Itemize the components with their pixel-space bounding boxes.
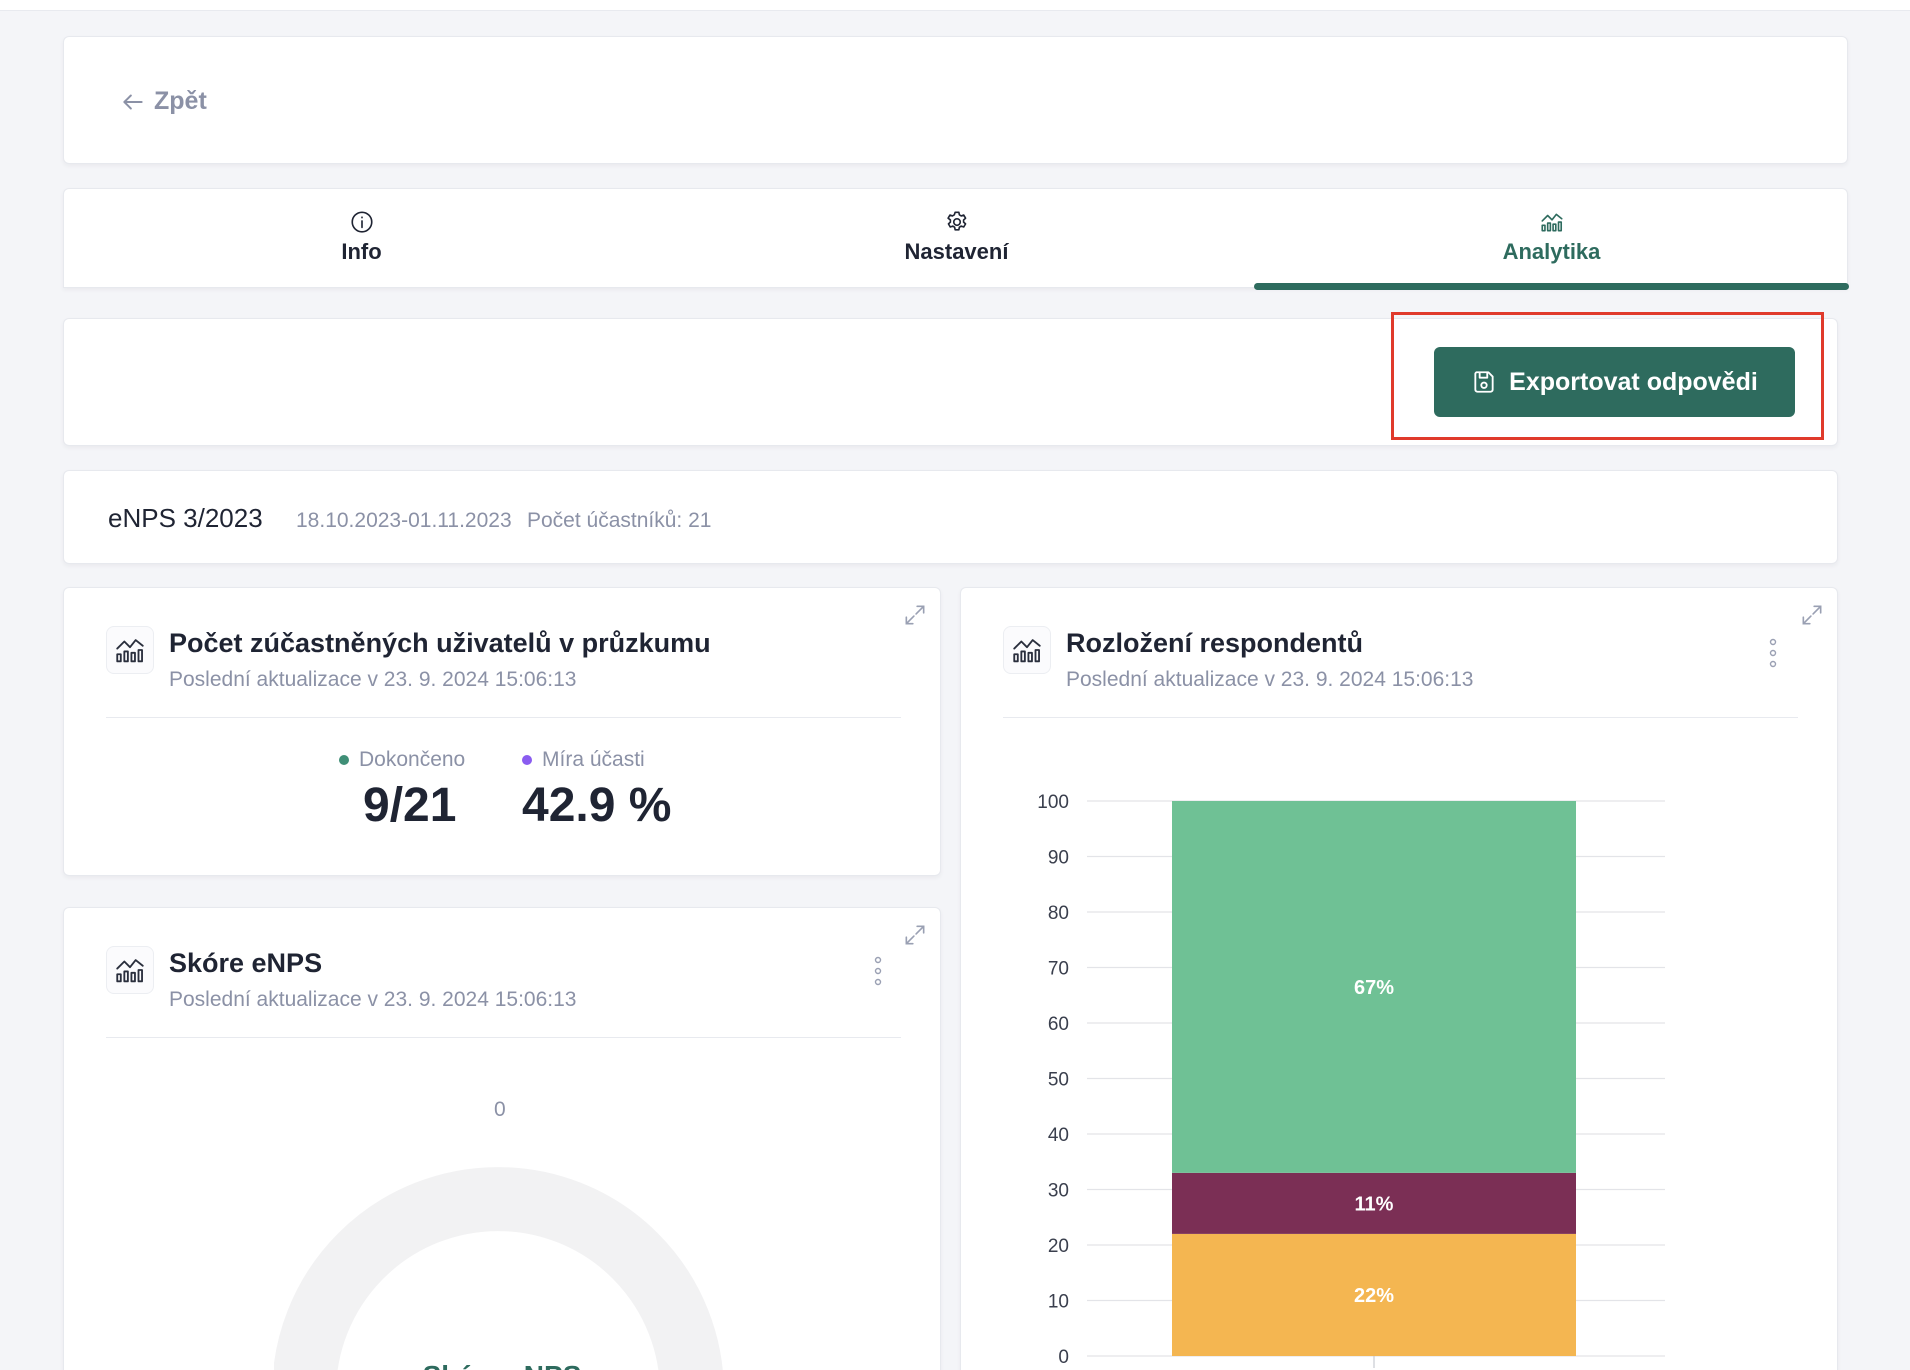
widget-title: Počet zúčastněných uživatelů v průzkumu: [169, 628, 711, 658]
kebab-menu-icon[interactable]: [1768, 638, 1778, 668]
expand-icon[interactable]: [902, 602, 928, 628]
bar-data-label: 67%: [1354, 977, 1394, 999]
back-label: Zpět: [154, 87, 207, 115]
survey-name: eNPS 3/2023: [108, 503, 263, 533]
export-answers-button[interactable]: Exportovat odpovědi: [1434, 347, 1795, 417]
back-link[interactable]: Zpět: [120, 87, 207, 116]
y-tick-label: 30: [1048, 1181, 1069, 1202]
legend-dot: [339, 755, 349, 765]
tab-bar: Info Nastavení Analytika: [63, 188, 1849, 290]
gauge-center-label: Skóre eNPS: [423, 1360, 582, 1370]
widget-title: Rozložení respondentů: [1066, 628, 1363, 658]
y-tick-label: 20: [1048, 1236, 1069, 1257]
tab-settings-label: Nastavení: [904, 239, 1009, 264]
y-tick-label: 50: [1048, 1070, 1069, 1091]
survey-dates: 18.10.2023-01.11.2023: [296, 509, 512, 532]
legend-dot: [522, 755, 532, 765]
tab-info[interactable]: Info: [64, 189, 659, 289]
save-icon: [1474, 371, 1494, 393]
kpi-participation-rate: Míra účasti 42.9 %: [522, 748, 671, 833]
analytics-icon: [1540, 213, 1563, 232]
y-tick-label: 90: [1048, 848, 1069, 869]
enps-widget: Skóre eNPS Poslední aktualizace v 23. 9.…: [63, 907, 941, 1370]
widget-divider: [106, 1037, 901, 1038]
kpi-completed-label: Dokončeno: [359, 748, 466, 771]
kpi-rate-value: 42.9 %: [522, 779, 672, 832]
bar-segment: [1172, 1172, 1576, 1234]
top-bar: [0, 0, 1910, 11]
info-icon: [350, 211, 373, 233]
back-card: Zpět: [63, 36, 1848, 164]
kpi-completed-value: 9/21: [363, 779, 457, 832]
export-label: Exportovat odpovědi: [1509, 367, 1758, 396]
y-tick-label: 40: [1048, 1125, 1069, 1146]
tab-info-label: Info: [341, 239, 382, 264]
gear-icon: [946, 211, 966, 231]
survey-info: eNPS 3/2023 18.10.2023-01.11.2023 Počet …: [63, 470, 1838, 564]
y-tick-label: 70: [1048, 959, 1069, 980]
arrow-left-icon: [123, 94, 143, 109]
y-tick-label: 60: [1048, 1014, 1069, 1035]
gauge-chart: Skóre eNPS: [274, 1167, 723, 1370]
widget-title: Skóre eNPS: [169, 948, 323, 978]
chart-icon: [106, 946, 154, 994]
widget-divider: [1003, 717, 1798, 718]
y-tick-label: 0: [1058, 1347, 1069, 1368]
expand-icon[interactable]: [1799, 602, 1825, 628]
distribution-chart: 0 10 20 30 40 50 60 70 80 90 100 22% 11% 67%: [1037, 792, 1665, 1368]
distribution-widget: Rozložení respondentů Poslední aktualiza…: [960, 587, 1838, 1370]
survey-participants: Počet účastníků: 21: [527, 509, 712, 532]
widget-updated: Poslední aktualizace v 23. 9. 2024 15:06…: [1066, 668, 1474, 691]
tab-analytics[interactable]: Analytika: [1254, 189, 1849, 290]
widget-divider: [106, 717, 901, 718]
bar-data-label: 22%: [1354, 1285, 1394, 1307]
tab-analytics-label: Analytika: [1502, 239, 1601, 264]
kebab-menu-icon[interactable]: [873, 956, 883, 986]
expand-icon[interactable]: [902, 922, 928, 948]
widget-updated: Poslední aktualizace v 23. 9. 2024 15:06…: [169, 988, 577, 1011]
gauge-value: 0: [494, 1098, 506, 1121]
chart-icon: [1003, 626, 1051, 674]
kpi-rate-label: Míra účasti: [542, 748, 645, 771]
y-tick-label: 10: [1048, 1292, 1069, 1313]
bar-segment: [1172, 801, 1576, 1173]
bar-data-label: 11%: [1355, 1193, 1394, 1215]
kpi-completed: Dokončeno 9/21: [339, 748, 465, 833]
widget-updated: Poslední aktualizace v 23. 9. 2024 15:06…: [169, 668, 577, 691]
tab-settings[interactable]: Nastavení: [659, 189, 1254, 289]
y-tick-label: 100: [1037, 792, 1069, 813]
y-tick-label: 80: [1048, 903, 1069, 924]
participants-widget: Počet zúčastněných uživatelů v průzkumu …: [63, 587, 941, 876]
highlight-frame: [1391, 312, 1824, 440]
chart-icon: [106, 626, 154, 674]
bar-segment: [1172, 1233, 1576, 1356]
